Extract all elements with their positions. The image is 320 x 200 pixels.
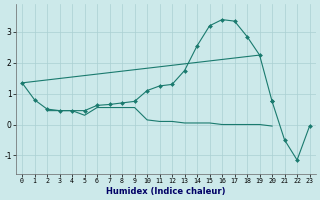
X-axis label: Humidex (Indice chaleur): Humidex (Indice chaleur) <box>106 187 226 196</box>
